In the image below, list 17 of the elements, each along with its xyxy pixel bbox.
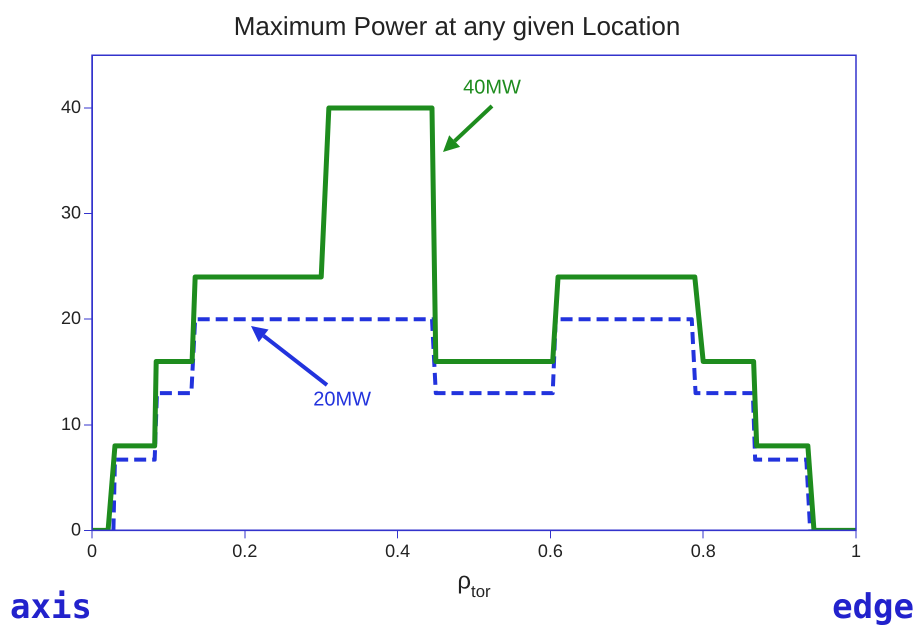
- x-tick-label: 0.4: [385, 541, 410, 562]
- x-tick-label: 0.2: [232, 541, 258, 562]
- chart-title: Maximum Power at any given Location: [234, 10, 680, 41]
- x-tick-label: 0: [87, 541, 98, 562]
- series-label: 40MW: [463, 76, 521, 99]
- x-tick-label: 1: [850, 541, 862, 562]
- text: 20MW: [313, 388, 372, 411]
- x-tick-label: 0.8: [690, 541, 716, 562]
- x-tick-label: 0.6: [538, 541, 563, 562]
- y-tick-label: 30: [60, 202, 82, 223]
- y-tick-label: 0: [71, 519, 82, 540]
- y-tick-label: 40: [60, 96, 82, 117]
- y-tick-label: 20: [60, 308, 82, 328]
- line-series: [111, 317, 812, 530]
- text: axis: [10, 587, 92, 627]
- y-tick-label: 10: [60, 414, 82, 434]
- text: edge: [832, 587, 914, 627]
